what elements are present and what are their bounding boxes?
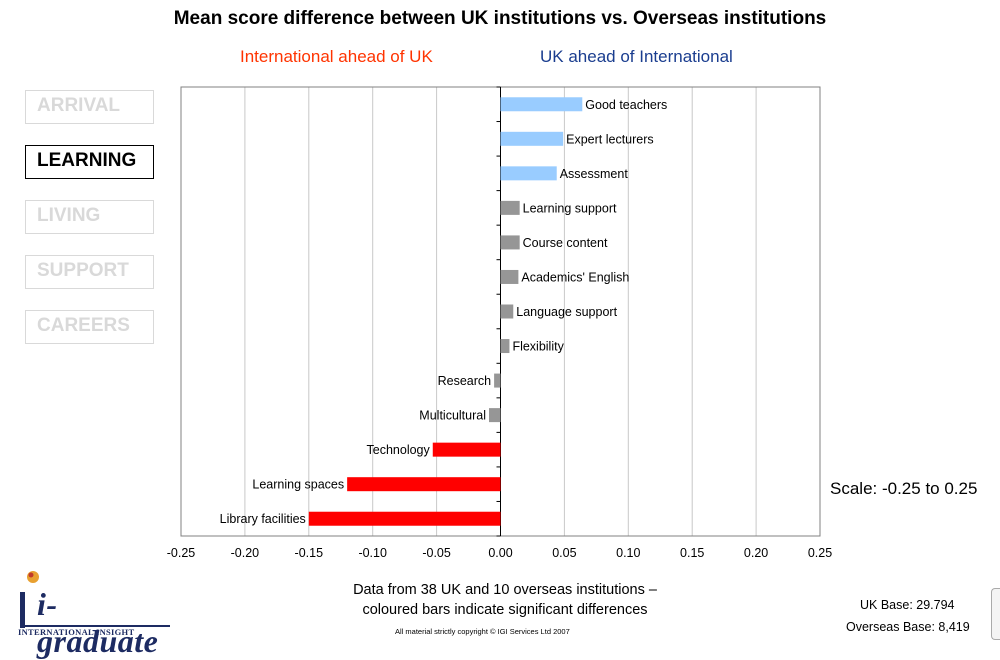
bar-label: Expert lecturers	[566, 132, 654, 146]
uk-base: UK Base: 29.794	[860, 598, 955, 612]
bar	[500, 97, 583, 112]
bar-label: Research	[438, 374, 492, 388]
bar-label: Library facilities	[220, 512, 306, 526]
bar-label: Learning support	[523, 201, 617, 215]
x-tick-label: 0.10	[616, 546, 640, 560]
footnote: Data from 38 UK and 10 overseas institut…	[320, 580, 690, 620]
copyright-notice: All material strictly copyright © IGI Se…	[395, 627, 570, 636]
bar	[500, 304, 514, 319]
bar-label: Flexibility	[512, 340, 564, 354]
legend-uk-ahead: UK ahead of International	[540, 47, 733, 66]
x-tick-label: 0.25	[808, 546, 832, 560]
bar-label: Academics' English	[521, 270, 629, 284]
bar-label: Course content	[523, 236, 608, 250]
bar	[500, 339, 510, 354]
bar	[308, 511, 501, 526]
logo-underline	[22, 625, 170, 627]
bar-label: Technology	[367, 443, 431, 457]
nav-item-support[interactable]: SUPPORT	[25, 255, 154, 289]
i-graduate-logo: i-graduate INTERNATIONAL INSIGHT	[16, 570, 176, 659]
x-tick-label: 0.20	[744, 546, 768, 560]
section-nav: ARRIVAL LEARNING LIVING SUPPORT CAREERS	[25, 90, 155, 365]
bar-chart: -0.25 -0.20 -0.15 -0.10 -0.05 0.00 0.05 0.10 0.1…	[167, 86, 832, 560]
logo-text: i-graduate	[37, 586, 159, 659]
x-tick-label: -0.10	[358, 546, 387, 560]
legend-international-ahead: International ahead of UK	[240, 47, 433, 66]
footnote-line-1: Data from 38 UK and 10 overseas institut…	[353, 582, 657, 598]
logo-bar-icon	[20, 592, 25, 628]
nav-item-learning[interactable]: LEARNING	[25, 145, 154, 179]
bar	[500, 235, 520, 250]
bar-label: Good teachers	[585, 98, 667, 112]
chart-title: Mean score difference between UK institu…	[173, 8, 827, 29]
bar	[494, 373, 501, 388]
bar	[500, 200, 520, 215]
bar-label: Language support	[516, 305, 617, 319]
nav-item-careers[interactable]: CAREERS	[25, 310, 154, 344]
bar-label: Multicultural	[419, 409, 486, 423]
x-tick-label: -0.15	[295, 546, 324, 560]
nav-item-arrival[interactable]: ARRIVAL	[25, 90, 154, 124]
x-tick-label: -0.20	[231, 546, 260, 560]
bar	[500, 131, 564, 146]
bar	[500, 269, 519, 284]
logo-subtitle: INTERNATIONAL INSIGHT	[18, 627, 135, 637]
x-tick-label: -0.05	[422, 546, 451, 560]
x-tick-label: 0.05	[552, 546, 576, 560]
x-tick-label: 0.15	[680, 546, 704, 560]
footnote-line-2: coloured bars indicate significant diffe…	[362, 602, 648, 618]
scale-note: Scale: -0.25 to 0.25	[830, 479, 978, 498]
bar	[432, 442, 501, 457]
x-tick-label: 0.00	[488, 546, 512, 560]
overseas-base: Overseas Base: 8,419	[846, 620, 970, 634]
bar	[488, 408, 501, 423]
bar	[347, 477, 501, 492]
logo-globe-icon	[27, 571, 39, 583]
bar	[500, 166, 557, 181]
bar-label: Learning spaces	[252, 478, 344, 492]
bar-label: Assessment	[560, 167, 629, 181]
x-tick-label: -0.25	[167, 546, 196, 560]
scrollbar-thumb[interactable]	[991, 588, 1000, 640]
nav-item-living[interactable]: LIVING	[25, 200, 154, 234]
